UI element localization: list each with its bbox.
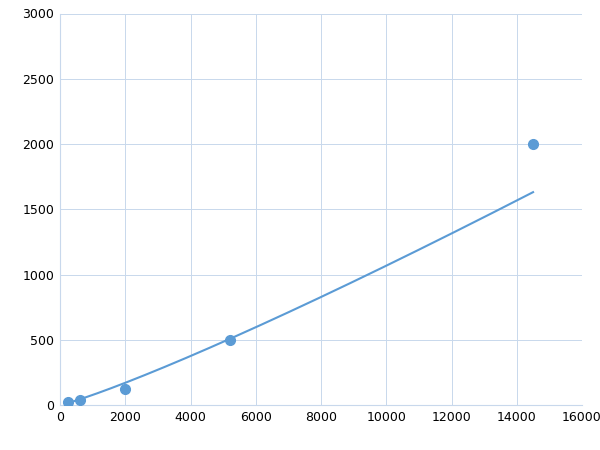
- Point: [121, 386, 130, 393]
- Point: [528, 140, 538, 148]
- Point: [225, 336, 235, 343]
- Point: [64, 399, 73, 406]
- Point: [75, 396, 85, 403]
